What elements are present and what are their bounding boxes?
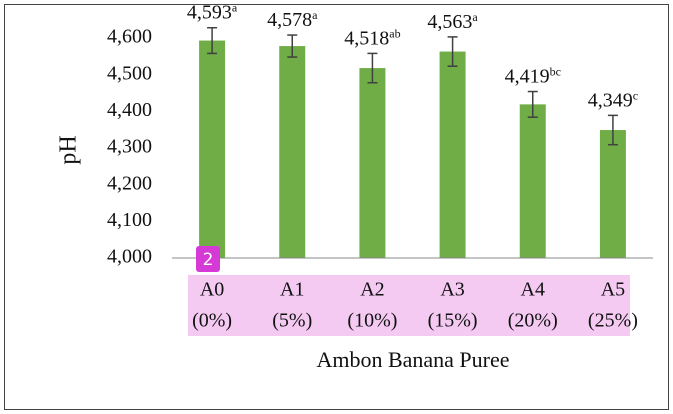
bar <box>519 104 546 258</box>
x-tick-label: A0 <box>200 279 224 301</box>
significance-letter: a <box>312 8 318 22</box>
significance-letter: a <box>472 10 478 24</box>
y-tick-label: 4,600 <box>107 26 152 48</box>
x-tick-label: A2 <box>360 279 384 301</box>
y-tick-label: 4,500 <box>107 62 152 84</box>
data-label-value: 4,593 <box>187 1 232 23</box>
error-bar <box>207 26 218 55</box>
significance-letter: ab <box>389 26 400 40</box>
bar <box>279 46 306 258</box>
x-tick-label: A1 <box>280 279 304 301</box>
x-tick-label: (20%) <box>508 310 558 332</box>
x-tick-label: (10%) <box>347 310 397 332</box>
y-tick-label: 4,000 <box>107 246 152 268</box>
data-label: 4,349c <box>588 88 638 111</box>
highlight <box>188 275 630 336</box>
data-label-value: 4,563 <box>427 10 472 32</box>
x-tick-label: (25%) <box>588 310 638 332</box>
x-tick-label: A4 <box>521 279 545 301</box>
significance-letter: bc <box>550 64 561 78</box>
x-tick-label: (15%) <box>428 310 478 332</box>
data-label-value: 4,419 <box>505 65 550 87</box>
bar <box>359 68 386 258</box>
significance-letter: a <box>232 0 238 14</box>
data-label: 4,518ab <box>344 26 400 49</box>
badge <box>196 246 220 272</box>
data-label: 4,578a <box>267 8 318 31</box>
bar <box>439 51 466 258</box>
x-tick-label: (0%) <box>192 310 232 332</box>
bar <box>199 40 226 258</box>
error-bar <box>287 34 298 58</box>
error-bar <box>367 52 378 84</box>
error-bar <box>527 90 538 118</box>
y-axis-title: pH <box>56 135 82 164</box>
data-label: 4,593a <box>187 0 238 23</box>
data-label-value: 4,518 <box>344 27 389 49</box>
error-bar <box>447 36 458 67</box>
bar <box>599 130 626 258</box>
data-label: 4,563a <box>427 10 478 33</box>
y-tick-label: 4,400 <box>107 99 152 121</box>
chart-frame <box>4 4 669 410</box>
y-tick-label: 4,300 <box>107 136 152 158</box>
badge-label: 2 <box>203 250 214 270</box>
data-label-value: 4,349 <box>588 89 633 111</box>
x-tick-label: A5 <box>601 279 625 301</box>
error-bar <box>607 114 618 146</box>
x-axis-title: Ambon Banana Puree <box>316 347 509 372</box>
data-label-value: 4,578 <box>267 9 312 31</box>
y-tick-label: 4,200 <box>107 172 152 194</box>
x-tick-label: A3 <box>440 279 464 301</box>
y-tick-label: 4,100 <box>107 209 152 231</box>
data-label: 4,419bc <box>505 64 561 87</box>
x-tick-label: (5%) <box>272 310 312 332</box>
significance-letter: c <box>633 88 638 102</box>
